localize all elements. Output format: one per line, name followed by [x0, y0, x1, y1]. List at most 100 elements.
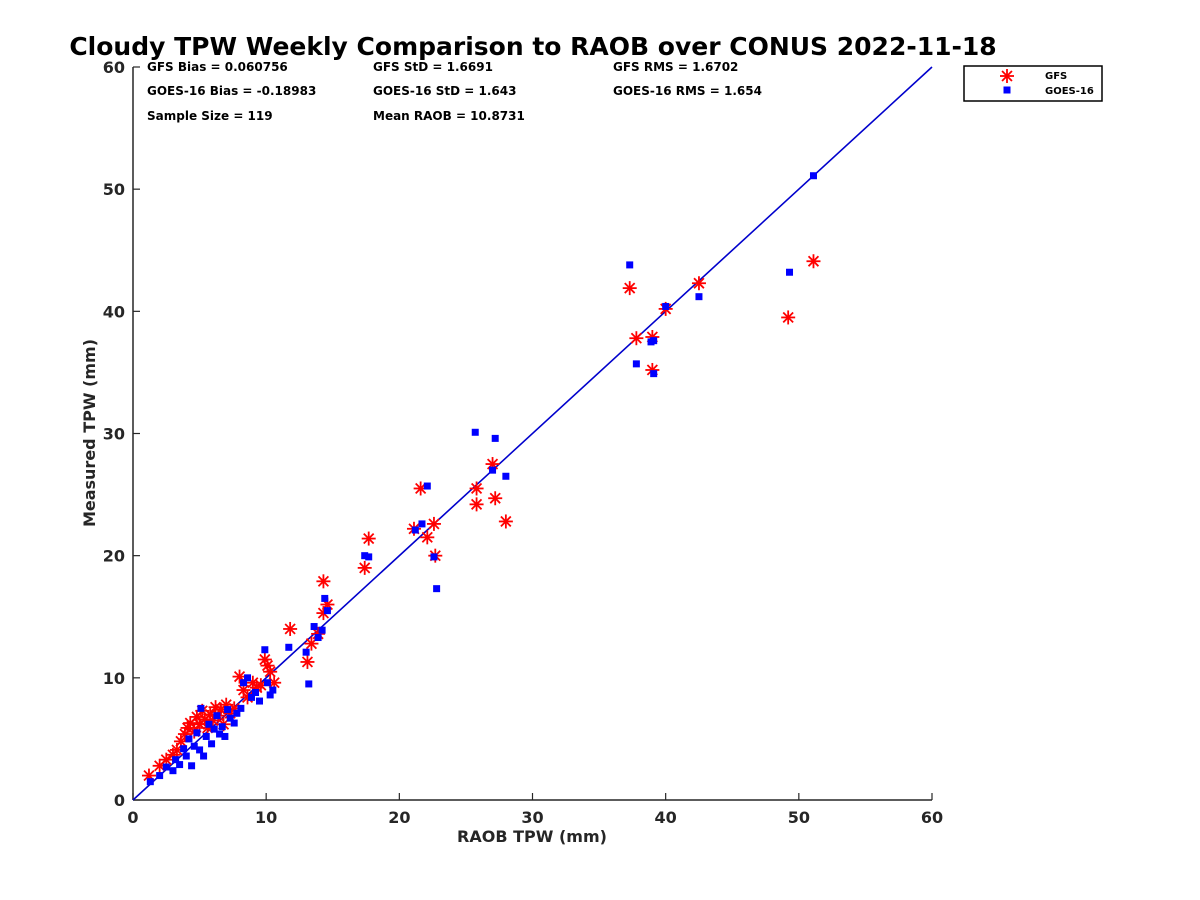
legend-goes-label: GOES-16	[1045, 86, 1094, 97]
gfs-point	[361, 531, 376, 546]
goes16-point	[269, 686, 277, 694]
goes16-point	[489, 466, 497, 474]
stats-block: GFS Bias = 0.060756 GFS StD = 1.6691 GFS…	[147, 60, 762, 123]
goes16-point	[197, 704, 205, 712]
goes16-point	[172, 756, 180, 764]
one-to-one-line	[132, 66, 933, 801]
goes16-point	[162, 763, 170, 771]
goes16-point	[626, 261, 634, 269]
goes16-point	[491, 434, 499, 442]
goes16-point	[318, 626, 326, 634]
goes16-point	[237, 704, 245, 712]
goes16-point	[213, 712, 221, 720]
goes16-point	[169, 767, 177, 775]
legend: GFS GOES-16	[963, 65, 1103, 102]
goes16-point	[180, 745, 188, 753]
goes16-point	[226, 714, 234, 722]
gfs-point	[469, 497, 484, 512]
stat-goes-std: GOES-16 StD = 1.643	[373, 84, 516, 98]
x-tick-label: 60	[921, 808, 943, 827]
goes16-point	[314, 634, 322, 642]
stat-sample-size: Sample Size = 119	[147, 109, 273, 123]
goes16-point	[310, 623, 318, 631]
gfs-point	[263, 664, 278, 679]
gfs-point	[316, 574, 331, 589]
goes16-point	[256, 697, 264, 705]
gfs-point	[426, 516, 441, 531]
x-tick-label: 20	[388, 808, 410, 827]
goes16-point	[156, 772, 164, 780]
goes16-point	[208, 740, 216, 748]
chart-title: Cloudy TPW Weekly Comparison to RAOB ove…	[69, 32, 996, 61]
goes16-point	[809, 172, 817, 180]
stat-mean-raob: Mean RAOB = 10.8731	[373, 109, 525, 123]
goes16-point	[285, 643, 293, 651]
goes16-point	[182, 752, 190, 760]
goes16-point	[200, 752, 208, 760]
gfs-point	[622, 281, 637, 296]
goes16-point	[244, 674, 252, 682]
goes16-point	[252, 688, 260, 696]
goes16-point	[230, 719, 238, 727]
x-tick-label: 30	[521, 808, 543, 827]
goes16-point	[190, 742, 198, 750]
legend-box	[963, 65, 1103, 102]
gfs-point	[498, 514, 513, 529]
gfs-point	[283, 621, 298, 636]
gfs-point	[781, 310, 796, 325]
y-tick-label: 60	[103, 58, 125, 77]
legend-gfs-label: GFS	[1045, 71, 1067, 82]
goes16-point	[502, 472, 510, 480]
stat-gfs-rms: GFS RMS = 1.6702	[613, 60, 738, 74]
goes16-point	[786, 268, 794, 276]
goes16-point	[471, 428, 479, 436]
stat-gfs-std: GFS StD = 1.6691	[373, 60, 493, 74]
gfs-point	[806, 254, 821, 269]
gfs-point	[420, 530, 435, 545]
x-tick-label: 50	[788, 808, 810, 827]
gfs-point	[300, 654, 315, 669]
goes16-point	[176, 761, 184, 769]
goes16-point	[221, 732, 229, 740]
y-tick-label: 20	[103, 547, 125, 566]
gfs-point	[488, 491, 503, 506]
legend-goes-square	[1003, 86, 1011, 94]
goes16-point	[323, 607, 331, 615]
y-tick-label: 0	[114, 791, 125, 810]
goes16-point	[418, 520, 426, 528]
gfs-point	[629, 331, 644, 346]
goes16-point	[662, 302, 670, 310]
goes16-point	[430, 553, 438, 561]
gfs-point	[357, 560, 372, 575]
goes16-point	[695, 293, 703, 301]
goes16-point	[210, 725, 218, 733]
legend-gfs-marker	[1000, 69, 1014, 83]
legend-gfs-asterisk	[1000, 69, 1014, 83]
goes16-point	[233, 709, 241, 717]
goes16-point	[188, 762, 196, 770]
goes16-point	[365, 553, 373, 561]
stat-goes-rms: GOES-16 RMS = 1.654	[613, 84, 762, 98]
goes16-point	[650, 337, 658, 345]
x-tick-label: 40	[655, 808, 677, 827]
goes16-point	[305, 680, 313, 688]
goes16-point	[202, 732, 210, 740]
goes16-point	[632, 360, 640, 368]
y-tick-label: 10	[103, 669, 125, 688]
x-axis-label: RAOB TPW (mm)	[457, 827, 607, 846]
goes16-point	[196, 746, 204, 754]
x-tick-label: 10	[255, 808, 277, 827]
goes16-point	[263, 679, 271, 687]
y-axis-label: Measured TPW (mm)	[80, 339, 99, 527]
stat-gfs-bias: GFS Bias = 0.060756	[147, 60, 288, 74]
goes16-point	[261, 646, 269, 654]
goes16-point	[146, 778, 154, 786]
goes16-point	[423, 482, 431, 490]
goes16-point	[321, 594, 329, 602]
y-tick-label: 40	[103, 302, 125, 321]
goes16-point	[205, 720, 213, 728]
gfs-point	[691, 276, 706, 291]
legend-goes-marker	[1003, 86, 1011, 94]
goes16-point	[216, 730, 224, 738]
